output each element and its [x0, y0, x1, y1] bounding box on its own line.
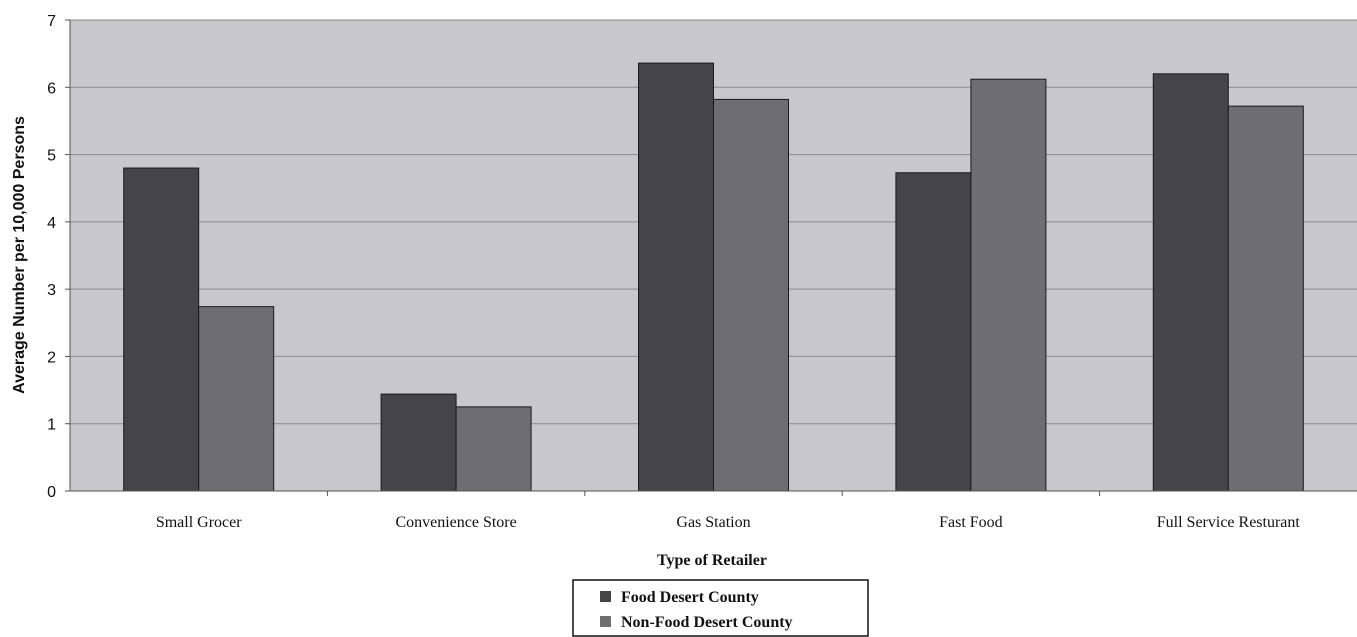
bar	[895, 172, 972, 492]
bar	[1227, 105, 1304, 492]
x-tick-label: Full Service Resturant	[1157, 514, 1301, 531]
legend-swatch-food-desert	[600, 591, 611, 602]
legend-label-non-food-desert: Non-Food Desert County	[621, 614, 793, 631]
bar	[1152, 73, 1229, 492]
y-axis-title: Average Number per 10,000 Persons	[11, 116, 28, 394]
bar	[638, 62, 714, 492]
bar	[198, 306, 275, 492]
y-tick-labels: 0 1 2 3 4 5 6 7	[47, 13, 56, 501]
y-tick-label: 1	[47, 417, 56, 434]
bar	[713, 98, 789, 492]
y-tick-label: 3	[47, 282, 56, 299]
axes	[69, 20, 1357, 492]
x-tick-label: Small Grocer	[156, 514, 242, 531]
y-tick-label: 0	[47, 484, 56, 501]
y-tick-label: 5	[47, 148, 56, 165]
legend-swatch-non-food-desert	[600, 616, 611, 627]
bar	[970, 78, 1047, 492]
legend-label-food-desert: Food Desert County	[621, 589, 759, 606]
bar	[380, 393, 457, 492]
y-tick-label: 4	[47, 215, 56, 232]
bars	[123, 62, 1304, 496]
x-tick-labels: Small Grocer Convenience Store Gas Station…	[156, 514, 1301, 531]
x-axis-title: Type of Retailer	[657, 552, 767, 569]
bar	[455, 406, 532, 492]
y-tick-label: 7	[47, 13, 56, 30]
x-tick-label: Convenience Store	[395, 514, 516, 531]
y-tick-label: 2	[47, 349, 56, 366]
legend: Food Desert County Non-Food Desert Count…	[572, 579, 869, 637]
x-tick-label: Gas Station	[676, 514, 750, 531]
legend-box	[572, 579, 869, 637]
bar	[123, 167, 200, 492]
x-tick-label: Fast Food	[939, 514, 1003, 531]
y-tick-label: 6	[47, 80, 56, 97]
